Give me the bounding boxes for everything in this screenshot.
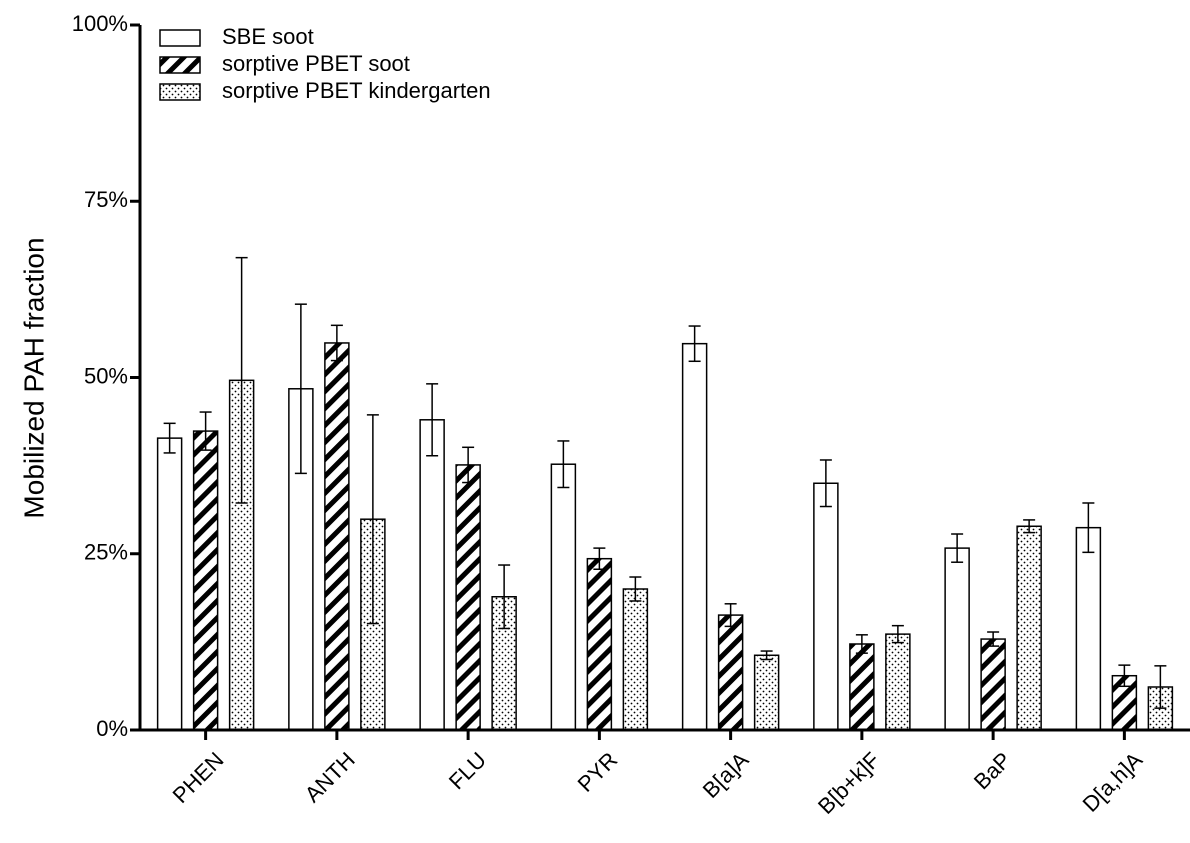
error-bar [951, 533, 964, 563]
bar [622, 588, 649, 731]
bar [192, 430, 219, 731]
legend-swatch [159, 83, 201, 101]
y-tick-label: 0% [96, 716, 128, 741]
error-bar [1023, 519, 1036, 534]
error-bar [1154, 665, 1167, 709]
legend-swatch [159, 29, 201, 47]
bar [849, 643, 875, 731]
x-tick-label: BaP [969, 747, 1016, 794]
error-bar [855, 634, 868, 654]
bar [586, 557, 613, 731]
error-bar [498, 564, 511, 630]
x-tick-label: PYR [573, 747, 623, 797]
bar [455, 464, 481, 731]
bar [681, 342, 708, 731]
bar [944, 547, 970, 731]
bar [885, 633, 911, 731]
error-bar [1118, 664, 1131, 688]
x-tick-label: B[a]A [698, 747, 754, 803]
error-bar [294, 303, 307, 475]
error-bar [235, 256, 248, 504]
error-bar [760, 650, 773, 661]
legend-swatch [159, 56, 201, 74]
error-bar [366, 414, 379, 625]
y-tick-label: 100% [72, 11, 128, 36]
error-bar [987, 631, 1000, 647]
error-bar [629, 576, 642, 602]
bar [419, 419, 445, 731]
legend-label: SBE soot [222, 24, 314, 49]
error-bar [557, 440, 570, 489]
error-bar [330, 324, 343, 362]
error-bar [819, 459, 832, 508]
error-bar [593, 547, 606, 571]
x-tick-label: ANTH [300, 747, 360, 807]
error-bar [163, 422, 176, 454]
bar [717, 614, 744, 731]
bar [813, 482, 839, 731]
legend-label: sorptive PBET kindergarten [222, 78, 491, 103]
error-bar [688, 325, 701, 363]
error-bar [891, 624, 904, 644]
bar [1016, 525, 1042, 731]
bar [324, 342, 350, 731]
error-bar [724, 603, 737, 628]
bar [156, 437, 183, 731]
bar [980, 638, 1006, 731]
bar [1075, 526, 1102, 731]
y-axis-label: Mobilized PAH fraction [18, 237, 49, 518]
legend-label: sorptive PBET soot [222, 51, 410, 76]
x-tick-label: FLU [444, 747, 491, 794]
error-bar [426, 383, 439, 457]
x-tick-label: B[b+k]F [813, 747, 885, 819]
error-bar [1082, 502, 1095, 554]
y-tick-label: 25% [84, 540, 128, 565]
error-bar [199, 411, 212, 451]
y-tick-label: 75% [84, 187, 128, 212]
error-bar [462, 446, 475, 484]
x-tick-label: PHEN [168, 747, 229, 808]
x-tick-label: D[a,h]A [1078, 747, 1148, 817]
y-tick-label: 50% [84, 363, 128, 388]
bar [550, 463, 577, 731]
bar [753, 654, 780, 731]
